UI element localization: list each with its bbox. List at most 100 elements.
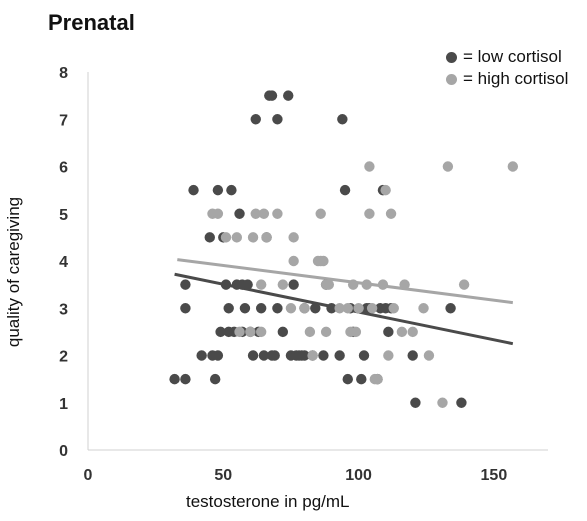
- low-cortisol-point: [334, 350, 345, 361]
- low-cortisol-point: [209, 373, 221, 385]
- high-cortisol-point: [361, 279, 372, 290]
- x-tick-label: 0: [84, 467, 93, 484]
- low-cortisol-point: [239, 303, 251, 314]
- x-tick-label: 100: [345, 467, 372, 484]
- low-cortisol-point: [242, 279, 253, 290]
- low-cortisol-point: [223, 303, 234, 314]
- low-cortisol-point: [299, 350, 310, 361]
- high-cortisol-point: [220, 232, 232, 243]
- low-cortisol-point: [266, 90, 278, 101]
- high-cortisol-point: [307, 350, 318, 361]
- high-cortisol-point: [255, 279, 267, 290]
- y-tick-label: 1: [59, 396, 68, 413]
- low-cortisol-point: [318, 350, 329, 361]
- high-cortisol-point: [320, 326, 332, 338]
- high-cortisol-point: [234, 326, 245, 338]
- y-tick-label: 0: [59, 443, 68, 460]
- low-cortisol-point: [339, 184, 351, 196]
- high-cortisol-point: [245, 326, 256, 338]
- high-cortisol-point: [342, 303, 353, 314]
- high-cortisol-point: [418, 303, 429, 314]
- high-cortisol-trendline: [177, 258, 514, 305]
- low-cortisol-point: [215, 326, 226, 338]
- high-cortisol-point: [385, 208, 397, 219]
- high-cortisol-point: [285, 303, 297, 314]
- low-cortisol-point: [342, 373, 353, 385]
- legend-label-high-cortisol: = high cortisol: [463, 69, 569, 88]
- legend-item-low-cortisol: = low cortisol: [446, 46, 568, 68]
- low-cortisol-point: [269, 350, 280, 361]
- low-cortisol-point: [258, 350, 270, 361]
- high-cortisol-point: [255, 326, 267, 338]
- high-cortisol-point: [334, 303, 345, 314]
- high-cortisol-point: [366, 303, 378, 314]
- high-cortisol-point: [407, 326, 418, 338]
- legend-marker-high-cortisol: [446, 73, 457, 85]
- high-cortisol-point: [288, 232, 299, 243]
- high-cortisol-point: [377, 279, 389, 290]
- high-cortisol-point: [347, 279, 359, 290]
- low-cortisol-point: [310, 303, 321, 314]
- high-cortisol-point: [250, 208, 261, 219]
- high-cortisol-point: [353, 303, 364, 314]
- high-cortisol-point: [380, 184, 391, 196]
- high-cortisol-point: [304, 326, 316, 338]
- high-cortisol-point: [288, 255, 299, 267]
- low-cortisol-point: [326, 303, 337, 314]
- low-cortisol-point: [250, 114, 261, 125]
- low-cortisol-point: [356, 373, 367, 385]
- x-tick-label: 50: [214, 467, 232, 484]
- high-cortisol-point: [212, 208, 224, 219]
- high-cortisol-point: [247, 232, 259, 243]
- low-cortisol-point: [283, 90, 294, 101]
- high-cortisol-point: [364, 208, 375, 219]
- low-cortisol-point: [204, 232, 215, 243]
- data-points: [169, 90, 519, 408]
- low-cortisol-point: [358, 350, 370, 361]
- high-cortisol-point: [388, 303, 399, 314]
- high-cortisol-point: [350, 326, 362, 338]
- low-cortisol-point: [247, 350, 259, 361]
- y-tick-label: 5: [59, 207, 68, 224]
- chart-title: Prenatal: [48, 10, 135, 35]
- low-cortisol-point: [169, 373, 180, 385]
- axes: [87, 72, 548, 451]
- low-cortisol-point: [212, 350, 224, 361]
- y-tick-label: 3: [59, 301, 68, 318]
- high-cortisol-point: [323, 279, 335, 290]
- y-tick-label: 6: [59, 160, 68, 177]
- high-cortisol-point: [261, 232, 272, 243]
- high-cortisol-point: [258, 208, 270, 219]
- legend-label-low-cortisol: = low cortisol: [463, 47, 562, 66]
- high-cortisol-point: [396, 326, 408, 338]
- legend-marker-low-cortisol: [446, 51, 457, 63]
- low-cortisol-point: [212, 184, 224, 196]
- low-cortisol-point: [288, 279, 299, 290]
- high-cortisol-point: [507, 161, 519, 172]
- low-cortisol-point: [445, 303, 456, 314]
- y-tick-label: 8: [59, 65, 68, 82]
- high-cortisol-point: [277, 279, 289, 290]
- high-cortisol-point: [231, 232, 243, 243]
- low-cortisol-point: [272, 303, 283, 314]
- high-cortisol-point: [299, 303, 310, 314]
- low-cortisol-point: [456, 397, 467, 408]
- high-cortisol-point: [315, 208, 326, 219]
- low-cortisol-point: [226, 184, 237, 196]
- low-cortisol-point: [180, 279, 191, 290]
- low-cortisol-point: [255, 303, 267, 314]
- y-tick-label: 7: [59, 112, 68, 129]
- x-tick-label: 150: [481, 467, 508, 484]
- low-cortisol-point: [220, 279, 232, 290]
- high-cortisol-point: [372, 373, 383, 385]
- x-axis-label: testosterone in pg/mL: [186, 492, 350, 511]
- low-cortisol-point: [407, 350, 418, 361]
- y-axis-label: quality of caregiving: [4, 196, 23, 348]
- tick-labels: 0 1 2 3 4 5 6 7 8 0 50 100 150: [59, 65, 507, 484]
- high-cortisol-point: [399, 279, 410, 290]
- low-cortisol-point: [196, 350, 207, 361]
- y-tick-label: 4: [59, 254, 68, 271]
- low-cortisol-point: [180, 303, 191, 314]
- low-cortisol-point: [180, 373, 191, 385]
